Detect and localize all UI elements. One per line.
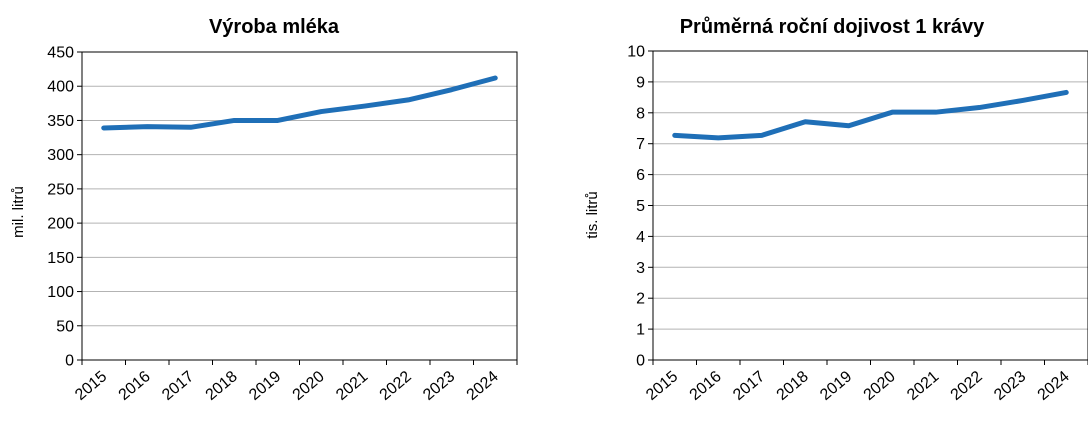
y-tick-label: 200 [47, 216, 74, 233]
x-tick-label: 2023 [991, 368, 1029, 404]
y-tick-label: 300 [47, 147, 74, 164]
y-axis-label: tis. litrů [584, 191, 601, 239]
x-tick-label: 2016 [116, 368, 154, 404]
x-tick-label: 2019 [246, 368, 284, 404]
chart-title: Průměrná roční dojivost 1 krávy [680, 16, 985, 38]
x-tick-label: 2020 [861, 368, 899, 404]
y-tick-label: 400 [47, 79, 74, 96]
y-axis-label: mil. litrů [10, 186, 27, 238]
x-tick-label: 2021 [333, 368, 371, 404]
y-tick-label: 9 [636, 74, 645, 91]
x-tick-label: 2017 [159, 368, 197, 404]
x-tick-label: 2023 [420, 368, 458, 404]
x-tick-label: 2017 [730, 368, 768, 404]
y-tick-label: 7 [636, 136, 645, 153]
y-tick-label: 350 [47, 113, 74, 130]
milk-production-chart: Výroba mléka mil. litrů 0 50 100 150 200 250 3… [10, 16, 518, 404]
milk-yield-chart: Průměrná roční dojivost 1 krávy tis. lit… [584, 16, 1088, 404]
y-tick-label: 4 [636, 229, 645, 246]
x-tick-label: 2021 [904, 368, 942, 404]
y-tick-label: 450 [47, 45, 74, 62]
y-tick-label: 5 [636, 198, 645, 215]
y-tick-label: 1 [636, 322, 645, 339]
y-tick-label: 150 [47, 250, 74, 267]
x-tick-label: 2020 [290, 368, 328, 404]
series-line [101, 75, 498, 131]
x-tick-label: 2024 [464, 368, 502, 404]
y-tick-label: 2 [636, 291, 645, 308]
x-tick-label: 2022 [377, 368, 415, 404]
y-tick-label: 0 [65, 353, 74, 370]
y-tick-label: 0 [636, 353, 645, 370]
y-tick-label: 100 [47, 284, 74, 301]
y-tick-label: 250 [47, 181, 74, 198]
plot-frame [81, 51, 518, 361]
y-tick-label: 3 [636, 260, 645, 277]
y-tick-label: 50 [56, 318, 74, 335]
y-tick-label: 8 [636, 105, 645, 122]
x-tick-label: 2018 [203, 368, 241, 404]
x-tick-label: 2016 [687, 368, 725, 404]
x-tick-label: 2024 [1035, 368, 1073, 404]
y-tick-label: 10 [627, 44, 645, 61]
x-tick-label: 2015 [72, 368, 110, 404]
y-tick-label: 6 [636, 167, 645, 184]
x-tick-label: 2022 [948, 368, 986, 404]
chart-title: Výroba mléka [209, 16, 340, 38]
x-tick-label: 2015 [643, 368, 681, 404]
series-line [672, 89, 1069, 141]
x-tick-label: 2018 [774, 368, 812, 404]
x-tick-label: 2019 [817, 368, 855, 404]
